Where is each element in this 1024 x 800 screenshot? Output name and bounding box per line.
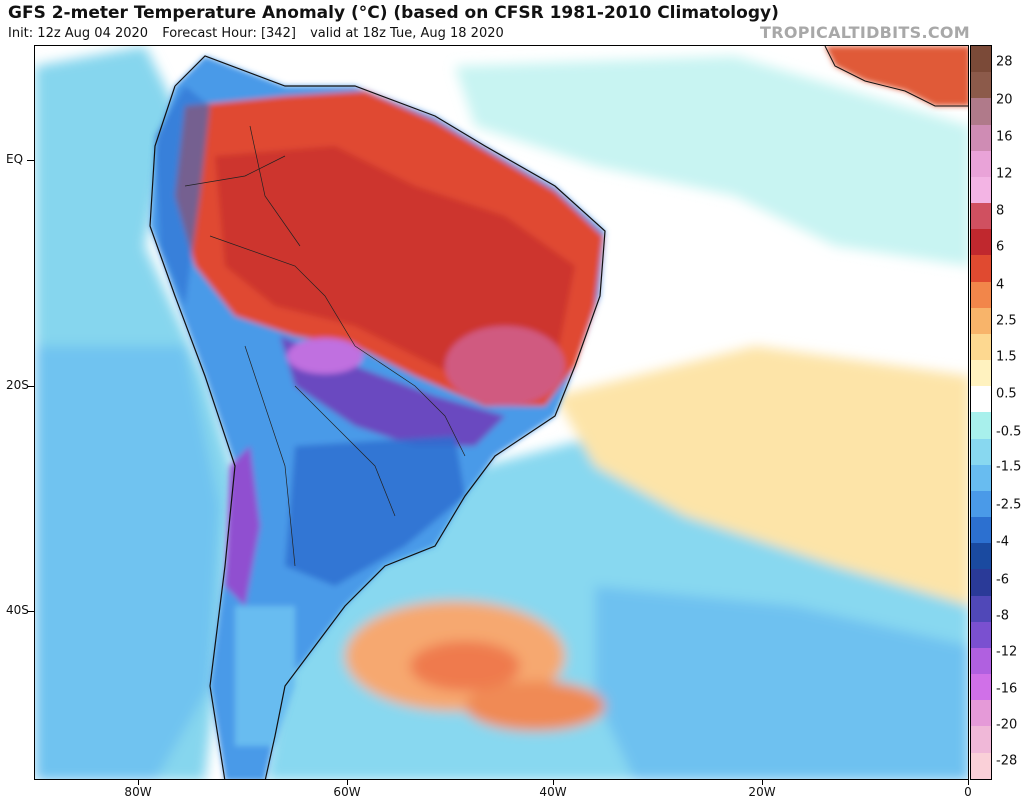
colorbar-swatch bbox=[971, 438, 991, 465]
colorbar-swatch bbox=[971, 176, 991, 204]
colorbar-label: -20 bbox=[996, 717, 1018, 733]
colorbar-label: -0.5 bbox=[996, 424, 1022, 440]
colorbar-swatch bbox=[971, 647, 991, 675]
colorbar-swatch bbox=[971, 124, 991, 151]
lat-label: 20S bbox=[6, 378, 29, 392]
colorbar-swatch bbox=[971, 464, 991, 491]
lat-tick bbox=[27, 386, 34, 387]
colorbar-swatch bbox=[971, 726, 991, 753]
colorbar-label: 8 bbox=[996, 203, 1005, 219]
colorbar-label: 20 bbox=[996, 92, 1013, 108]
lon-tick bbox=[347, 780, 348, 785]
brand-watermark: TROPICALTIDBITS.COM bbox=[760, 23, 970, 42]
colorbar-label: 4 bbox=[996, 277, 1005, 293]
init-time: Init: 12z Aug 04 2020 bbox=[8, 26, 149, 41]
lon-label: 20W bbox=[748, 785, 776, 799]
colorbar-swatch bbox=[971, 490, 991, 518]
lat-label: EQ bbox=[6, 152, 24, 166]
lon-label: 0 bbox=[964, 785, 972, 799]
colorbar-label: -8 bbox=[996, 608, 1009, 624]
chart-subtitle: Init: 12z Aug 04 2020 Forecast Hour: [34… bbox=[8, 26, 514, 41]
colorbar-swatch bbox=[971, 700, 991, 727]
colorbar-label: 6 bbox=[996, 239, 1005, 255]
colorbar-label: 2.5 bbox=[996, 313, 1017, 329]
anomaly-map[interactable] bbox=[34, 45, 969, 780]
colorbar-label: 1.5 bbox=[996, 349, 1017, 365]
colorbar-swatch bbox=[971, 307, 991, 334]
country-borders bbox=[184, 125, 466, 567]
forecast-hour: Forecast Hour: [342] bbox=[162, 26, 296, 41]
colorbar-swatch bbox=[971, 621, 991, 648]
colorbar-label: -4 bbox=[996, 534, 1009, 550]
la-plata-cool-region bbox=[285, 436, 465, 586]
lon-tick bbox=[762, 780, 763, 785]
colorbar-swatch bbox=[971, 72, 991, 99]
lat-tick bbox=[27, 160, 34, 161]
colorbar-swatch bbox=[971, 46, 991, 73]
colorbar-label: -12 bbox=[996, 644, 1018, 660]
colorbar-label: -2.5 bbox=[996, 497, 1022, 513]
colorbar-swatch bbox=[971, 412, 991, 439]
land-anomaly-field bbox=[150, 56, 605, 779]
andes-cold-spine bbox=[225, 446, 260, 606]
africa-warm-corner bbox=[825, 46, 968, 106]
colorbar-label: -16 bbox=[996, 681, 1018, 697]
valid-time: valid at 18z Tue, Aug 18 2020 bbox=[310, 26, 504, 41]
colorbar-swatch bbox=[971, 281, 991, 308]
africa-coastline bbox=[824, 46, 968, 107]
colorbar-label: 0.5 bbox=[996, 386, 1017, 402]
colorbar-label: -28 bbox=[996, 753, 1018, 769]
colorbar-swatch bbox=[971, 255, 991, 282]
colorbar-label: -6 bbox=[996, 572, 1009, 588]
colorbar-label: 12 bbox=[996, 166, 1013, 182]
colorbar-swatch bbox=[971, 752, 991, 779]
colorbar-label: 16 bbox=[996, 129, 1013, 145]
bolivia-cold-core bbox=[287, 338, 363, 374]
chart-title: GFS 2-meter Temperature Anomaly (°C) (ba… bbox=[8, 3, 779, 23]
colorbar-swatch bbox=[971, 150, 991, 177]
north-andes-cool-strip bbox=[155, 86, 210, 306]
warm-patch-south bbox=[465, 681, 605, 731]
lon-label: 80W bbox=[124, 785, 152, 799]
west-coastline bbox=[149, 85, 236, 779]
lat-tick bbox=[27, 611, 34, 612]
lon-tick bbox=[138, 780, 139, 785]
colorbar-swatch bbox=[971, 674, 991, 701]
lon-tick bbox=[553, 780, 554, 785]
lat-label: 40S bbox=[6, 603, 29, 617]
pacific-cold-belt bbox=[35, 346, 220, 779]
colorbar-swatch bbox=[971, 229, 991, 256]
colorbar-swatch bbox=[971, 595, 991, 622]
colorbar-swatch bbox=[971, 569, 991, 596]
colorbar-swatch bbox=[971, 386, 991, 413]
coastline bbox=[174, 55, 606, 779]
tropical-atlantic-cool-patches bbox=[455, 56, 968, 266]
lon-tick bbox=[968, 780, 969, 785]
map-canvas bbox=[35, 46, 968, 779]
colorbar-swatch bbox=[971, 98, 991, 125]
colorbar bbox=[970, 45, 992, 780]
south-atlantic-cold-core bbox=[595, 586, 968, 779]
brazil-highlands-hot-spot bbox=[445, 326, 565, 406]
colorbar-swatch bbox=[971, 517, 991, 544]
colorbar-swatch bbox=[971, 203, 991, 230]
colorbar-label: 28 bbox=[996, 54, 1013, 70]
colorbar-label: -1.5 bbox=[996, 459, 1022, 475]
lon-label: 40W bbox=[539, 785, 567, 799]
atlantic-warm-band bbox=[555, 346, 968, 606]
colorbar-swatch bbox=[971, 543, 991, 570]
colorbar-swatch bbox=[971, 360, 991, 387]
lon-label: 60W bbox=[333, 785, 361, 799]
warm-patch-core bbox=[410, 641, 520, 691]
colorbar-swatch bbox=[971, 333, 991, 361]
